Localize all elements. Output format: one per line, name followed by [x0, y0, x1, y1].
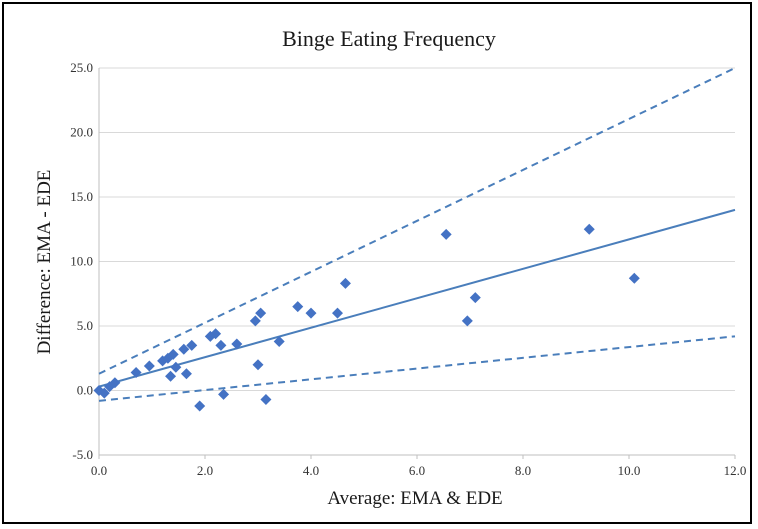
data-point	[461, 315, 473, 327]
y-tick-label: 25.0	[70, 60, 93, 75]
tick-labels: -5.00.05.010.015.020.025.00.0 2.0 4.0 6.0 8.…	[70, 60, 746, 478]
x-tick-label: 2.0	[197, 463, 213, 478]
data-point	[215, 339, 227, 351]
chart-title: Binge Eating Frequency	[282, 26, 496, 51]
data-point	[218, 388, 230, 400]
gridlines	[99, 67, 735, 456]
data-point	[165, 370, 177, 382]
chart-frame	[2, 2, 752, 524]
data-point	[469, 292, 481, 304]
fit-lines	[98, 67, 736, 402]
data-point	[180, 368, 192, 380]
data-point	[628, 272, 640, 284]
data-point	[98, 387, 110, 399]
data-point	[260, 394, 272, 406]
x-tick-label: 6.0	[409, 463, 425, 478]
limit-line	[98, 335, 736, 402]
x-tick-label: 10.0	[618, 463, 641, 478]
data-point	[186, 339, 198, 351]
data-point	[210, 328, 222, 340]
data-point	[332, 307, 343, 319]
data-point	[170, 361, 182, 373]
data-point	[252, 359, 264, 371]
data-point	[231, 338, 243, 350]
data-point	[440, 228, 452, 240]
data-point	[143, 360, 155, 372]
x-axis-title: Average: EMA & EDE	[327, 488, 502, 509]
x-tick-label: 12.0	[724, 463, 747, 478]
y-tick-label: 10.0	[70, 254, 93, 269]
data-point	[273, 335, 285, 347]
y-tick-label: 0.0	[77, 383, 93, 398]
y-tick-label: -5.0	[72, 447, 93, 462]
data-point	[249, 315, 261, 327]
data-point	[194, 400, 206, 412]
data-point	[130, 366, 142, 378]
data-point	[583, 223, 595, 235]
data-point	[339, 277, 351, 289]
limit-line	[98, 67, 736, 375]
x-tick-label: 0.0	[91, 463, 107, 478]
axes	[98, 68, 736, 459]
y-axis-title: Difference: EMA - EDE	[34, 170, 55, 355]
regression-line	[98, 208, 736, 388]
data-point	[178, 343, 190, 355]
data-point	[305, 307, 317, 319]
data-point	[292, 301, 304, 313]
data-point	[255, 307, 267, 319]
x-tick-label: 4.0	[303, 463, 319, 478]
y-tick-label: 5.0	[77, 318, 93, 333]
y-tick-label: 15.0	[70, 189, 93, 204]
data-points	[93, 223, 640, 412]
data-point	[109, 377, 121, 389]
x-tick-label: 8.0	[515, 463, 531, 478]
y-tick-label: 20.0	[70, 125, 93, 140]
data-point	[167, 348, 179, 360]
